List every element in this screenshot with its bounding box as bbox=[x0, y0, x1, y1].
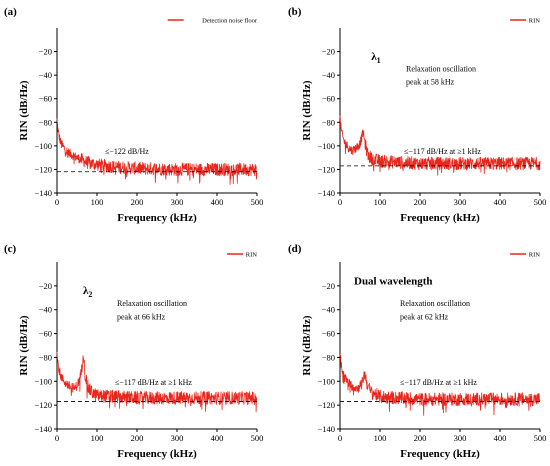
annotation-text: Relaxation oscillation bbox=[406, 65, 476, 74]
series-line bbox=[56, 118, 258, 185]
x-axis-label: Frequency (kHz) bbox=[400, 448, 480, 460]
y-axis-label: RIN (dB/Hz) bbox=[18, 315, 30, 376]
y-tick-label: −140 bbox=[317, 188, 335, 198]
x-tick-label: 0 bbox=[338, 197, 342, 207]
annotation-text: peak at 62 kHz bbox=[400, 312, 449, 321]
y-tick-label: −20 bbox=[39, 281, 52, 291]
y-tick-label: −60 bbox=[39, 329, 52, 339]
annotation-text: ≤−122 dB/Hz bbox=[105, 147, 149, 156]
panel-label: (a) bbox=[4, 6, 17, 18]
x-tick-label: 400 bbox=[494, 433, 507, 443]
annotation-text: ≤−117 dB/Hz at ≥1 kHz bbox=[400, 378, 477, 387]
y-tick-label: −20 bbox=[322, 281, 335, 291]
x-tick-label: 300 bbox=[171, 197, 184, 207]
y-tick-label: −20 bbox=[39, 47, 52, 57]
y-axis-label: RIN (dB/Hz) bbox=[301, 80, 313, 141]
panel-label: (d) bbox=[288, 243, 302, 255]
y-tick-label: −60 bbox=[39, 94, 52, 104]
x-tick-label: 400 bbox=[211, 433, 224, 443]
annotation-text: peak at 66 kHz bbox=[117, 312, 166, 321]
series-line bbox=[339, 115, 541, 176]
series-line bbox=[56, 351, 258, 413]
y-tick-label: −120 bbox=[317, 400, 335, 410]
y-tick-label: −20 bbox=[322, 47, 335, 57]
annotation-text: ≤−117 dB/Hz at ≥1 kHz bbox=[115, 378, 192, 387]
x-tick-label: 300 bbox=[171, 433, 184, 443]
x-tick-label: 500 bbox=[251, 433, 264, 443]
y-tick-label: −80 bbox=[322, 117, 335, 127]
y-tick-label: −100 bbox=[34, 141, 52, 151]
y-tick-label: −100 bbox=[317, 141, 335, 151]
x-tick-label: 200 bbox=[131, 197, 144, 207]
y-tick-label: −140 bbox=[317, 424, 335, 434]
x-axis-label: Frequency (kHz) bbox=[117, 448, 197, 460]
x-tick-label: 200 bbox=[131, 433, 144, 443]
annotation-text: Relaxation oscillation bbox=[117, 299, 187, 308]
y-tick-label: −100 bbox=[317, 376, 335, 386]
panel-label: (c) bbox=[4, 243, 17, 255]
x-tick-label: 100 bbox=[91, 433, 104, 443]
x-tick-label: 200 bbox=[414, 197, 427, 207]
chart-panel-1: (a) −140 −120 −100 −80 −60 −40 −20 0 100 200 300 400… bbox=[4, 6, 263, 224]
annotation-text: Dual wavelength bbox=[354, 276, 433, 288]
y-tick-label: −80 bbox=[39, 117, 52, 127]
x-tick-label: 100 bbox=[374, 433, 387, 443]
y-axis-label: RIN (dB/Hz) bbox=[18, 80, 30, 141]
wavelength-subscript: 2 bbox=[88, 290, 92, 299]
legend-label: RIN bbox=[529, 252, 541, 259]
x-tick-label: 400 bbox=[494, 197, 507, 207]
panel-label: (b) bbox=[288, 6, 302, 18]
y-tick-label: −140 bbox=[34, 188, 52, 198]
x-axis-label: Frequency (kHz) bbox=[117, 212, 197, 224]
chart-panel-2: (b) −140 −120 −100 −80 −60 −40 −20 0 100 200 300 400… bbox=[288, 6, 546, 224]
x-tick-label: 200 bbox=[414, 433, 427, 443]
y-tick-label: −140 bbox=[34, 424, 52, 434]
y-axis-label: RIN (dB/Hz) bbox=[301, 315, 313, 376]
chart-panel-4: (d) −140 −120 −100 −80 −60 −40 −20 0 100 200 300 400… bbox=[288, 243, 546, 460]
y-tick-label: −120 bbox=[34, 400, 52, 410]
y-tick-label: −80 bbox=[322, 352, 335, 362]
y-tick-label: −120 bbox=[34, 164, 52, 174]
x-tick-label: 400 bbox=[211, 197, 224, 207]
annotation-text: peak at 58 kHz bbox=[406, 78, 455, 87]
y-tick-label: −40 bbox=[39, 70, 52, 80]
x-tick-label: 100 bbox=[91, 197, 104, 207]
legend-label: Detection noise floor bbox=[202, 18, 258, 25]
y-tick-label: −100 bbox=[34, 376, 52, 386]
x-tick-label: 300 bbox=[454, 197, 467, 207]
wavelength-subscript: 1 bbox=[377, 56, 381, 65]
wavelength-label: λ2 bbox=[83, 285, 92, 299]
y-tick-label: −60 bbox=[322, 94, 335, 104]
x-tick-label: 500 bbox=[251, 197, 264, 207]
x-tick-label: 300 bbox=[454, 433, 467, 443]
x-tick-label: 500 bbox=[534, 197, 547, 207]
wavelength-label: λ1 bbox=[371, 51, 380, 65]
y-tick-label: −120 bbox=[317, 164, 335, 174]
legend-label: RIN bbox=[246, 252, 258, 259]
series-line bbox=[339, 354, 541, 416]
legend-label: RIN bbox=[529, 18, 541, 25]
y-tick-label: −60 bbox=[322, 329, 335, 339]
y-tick-label: −80 bbox=[39, 352, 52, 362]
annotation-text: ≤−117 dB/Hz at ≥1 kHz bbox=[404, 147, 481, 156]
x-tick-label: 0 bbox=[55, 433, 59, 443]
x-axis-label: Frequency (kHz) bbox=[400, 212, 480, 224]
x-tick-label: 500 bbox=[534, 433, 547, 443]
annotation-text: Relaxation oscillation bbox=[400, 299, 470, 308]
x-tick-label: 0 bbox=[55, 197, 59, 207]
chart-panel-3: (c) −140 −120 −100 −80 −60 −40 −20 0 100 200 300 400… bbox=[4, 243, 263, 460]
y-tick-label: −40 bbox=[322, 70, 335, 80]
x-tick-label: 100 bbox=[374, 197, 387, 207]
x-tick-label: 0 bbox=[338, 433, 342, 443]
y-tick-label: −40 bbox=[322, 305, 335, 315]
y-tick-label: −40 bbox=[39, 305, 52, 315]
